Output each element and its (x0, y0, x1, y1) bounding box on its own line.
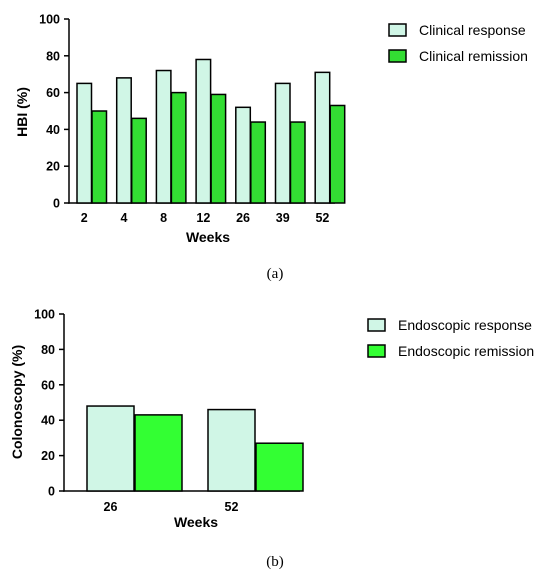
chart-b-legend-swatch (367, 318, 386, 332)
chart-b-legend-label: Endoscopic remission (398, 343, 534, 359)
chart-a-xlabel: Weeks (186, 229, 230, 245)
chart-a-legend-swatch (388, 49, 407, 63)
chart-a-panel-label: (a) (267, 266, 284, 282)
chart-a-bar (130, 117, 147, 204)
chart-a-bar (210, 93, 227, 204)
chart-a-bar (250, 121, 267, 204)
chart-a-bar (76, 82, 93, 204)
chart-a-bar (289, 121, 306, 204)
chart-b-legend-swatch (367, 344, 386, 358)
chart-a-y-tick-label: 100 (39, 13, 60, 27)
chart-a-y-tick-label: 60 (46, 86, 60, 100)
chart-b-y-tick-label: 40 (41, 414, 55, 428)
chart-a-y-tick-label: 20 (46, 160, 60, 174)
chart-b-x-tick-label: 52 (225, 500, 239, 514)
chart-b-y-tick-label: 100 (34, 308, 55, 322)
chart-b-bar (86, 405, 135, 492)
chart-b-y-tick-label: 60 (41, 378, 55, 392)
chart-b-bar (134, 414, 183, 492)
chart-a-y-tick-label: 80 (46, 49, 60, 63)
chart-b-bar (255, 442, 304, 492)
chart-a-legend-label: Clinical response (419, 22, 526, 38)
chart-b-x-tick-label: 26 (104, 500, 118, 514)
chart-a-x-tick-label: 8 (160, 211, 167, 225)
chart-b: Colonoscopy (%) Weeks (b) 0 20 40 60 80 100 26… (9, 308, 534, 571)
chart-a-x-tick-label: 26 (236, 211, 250, 225)
chart-b-y-tick-label: 0 (48, 485, 55, 499)
chart-a-bar (91, 110, 108, 204)
chart-a-bar (274, 82, 291, 204)
chart-a-legend-swatch (388, 23, 407, 37)
chart-a-bar (314, 71, 331, 204)
chart-b-bar (207, 408, 256, 492)
chart-b-panel-label: (b) (266, 554, 284, 570)
chart-a-ylabel: HBI (%) (14, 87, 30, 137)
chart-a-x-tick-label: 39 (276, 211, 290, 225)
chart-a-x-tick-label: 4 (120, 211, 127, 225)
chart-a-x-tick-label: 12 (196, 211, 210, 225)
chart-a-bar (155, 69, 172, 204)
chart-a-y-tick-label: 0 (53, 197, 60, 211)
chart-b-legend-label: Endoscopic response (398, 317, 532, 333)
chart-a-bar (329, 104, 346, 204)
chart-a-bar (115, 77, 132, 204)
chart-a-bar (235, 106, 252, 204)
chart-a-bar (195, 58, 212, 204)
chart-a-x-tick-label: 2 (81, 211, 88, 225)
chart-a-legend-label: Clinical remission (419, 48, 528, 64)
chart-a: HBI (%) Weeks (a) 0 20 40 60 80 100 2 4 8 12 26 39 5… (14, 13, 528, 283)
chart-a-bar (170, 91, 187, 204)
chart-b-xlabel: Weeks (174, 514, 218, 530)
chart-a-y-tick-label: 40 (46, 123, 60, 137)
chart-b-y-tick-label: 20 (41, 449, 55, 463)
chart-b-ylabel: Colonoscopy (%) (9, 345, 25, 459)
chart-b-y-tick-label: 80 (41, 343, 55, 357)
chart-a-x-tick-label: 52 (315, 211, 329, 225)
